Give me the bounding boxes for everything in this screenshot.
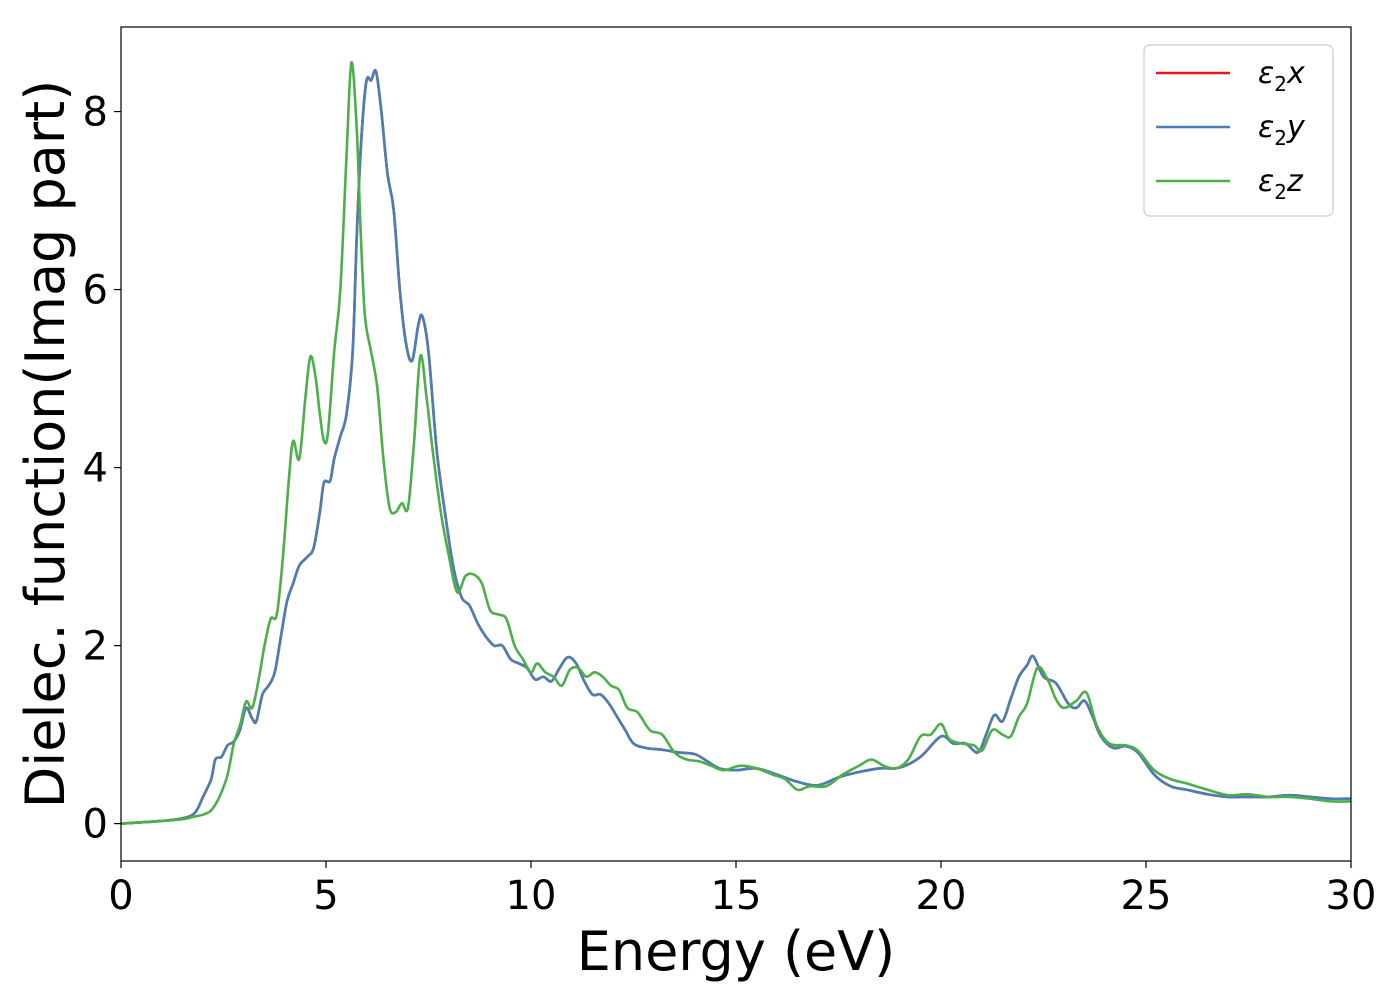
y-tick-label: 6 [83, 268, 108, 314]
x-tick-label: 0 [108, 873, 133, 919]
series-lines [121, 61, 1351, 825]
y-tick-label: 0 [83, 802, 108, 848]
series-line-ε2y [121, 69, 1351, 825]
x-tick-label: 30 [1326, 873, 1377, 919]
y-tick-label: 2 [83, 624, 108, 670]
legend: ε2x ε2y ε2z [1143, 44, 1334, 217]
x-tick-label: 20 [916, 873, 967, 919]
y-tick-label: 8 [83, 90, 108, 136]
x-tick-label: 25 [1121, 873, 1172, 919]
y-axis: 0 2 4 6 8 [83, 90, 121, 848]
x-tick-label: 5 [313, 873, 338, 919]
legend-label-ε2z: ε2z [1258, 164, 1304, 204]
legend-label-ε2y: ε2y [1258, 110, 1306, 150]
x-tick-label: 15 [711, 873, 762, 919]
y-tick-label: 4 [83, 446, 108, 492]
x-axis-title: Energy (eV) [577, 920, 896, 983]
series-line-ε2z [121, 61, 1351, 825]
x-axis: 0 5 10 15 20 25 30 [108, 861, 1376, 919]
legend-box [1143, 44, 1334, 217]
y-axis-title: Dielec. function(Imag part) [14, 80, 77, 809]
x-tick-label: 10 [506, 873, 557, 919]
legend-label-ε2x: ε2x [1258, 56, 1305, 96]
